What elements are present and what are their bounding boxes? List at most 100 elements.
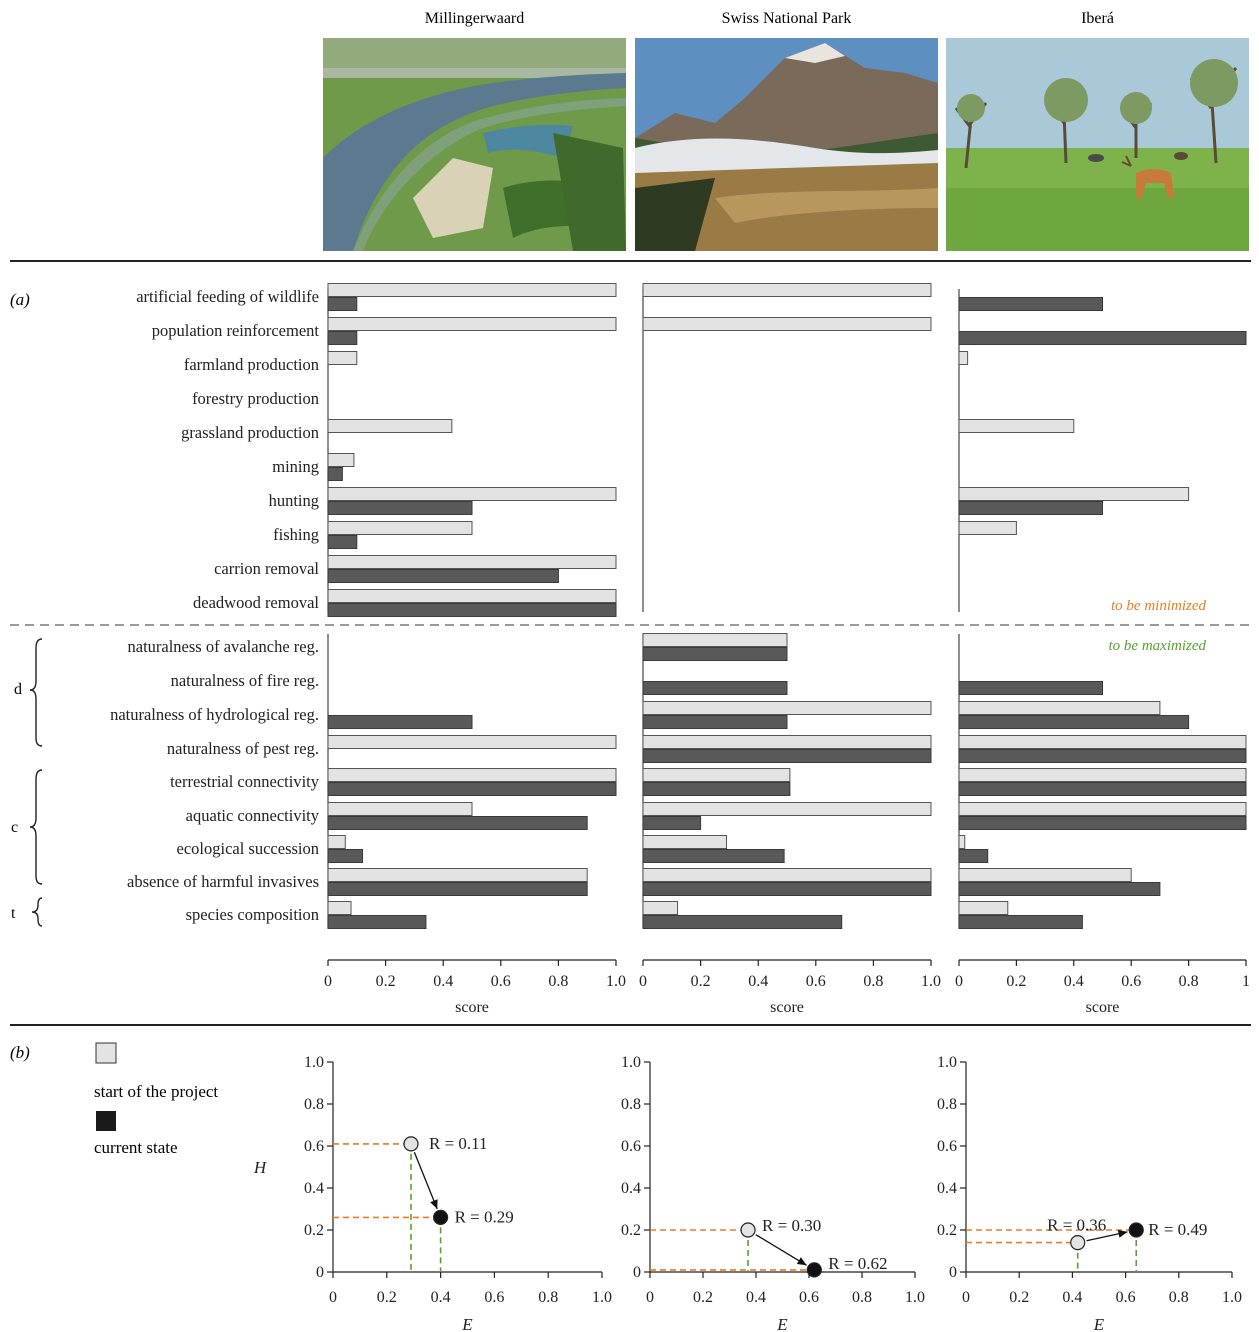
start-bar — [958, 735, 1247, 749]
category-label: farmland production — [184, 355, 319, 374]
bar-chart-3: 0 0.2 0.4 0.6 0.8 1 score — [955, 289, 1250, 1016]
arrow-head — [430, 1199, 438, 1210]
r-value-label: R = 0.11 — [429, 1134, 488, 1153]
site-title-ibera: Iberá — [1081, 10, 1114, 27]
y-tick-label: 0.2 — [304, 1222, 324, 1239]
start-bar — [642, 633, 788, 647]
y-tick-label: 0.6 — [937, 1138, 957, 1155]
current-point — [433, 1209, 449, 1226]
current-bar — [642, 681, 788, 695]
y-tick-label: 1.0 — [937, 1054, 957, 1071]
start-bar — [327, 589, 617, 603]
current-bar — [327, 603, 617, 617]
current-bar — [958, 849, 989, 863]
category-label: forestry production — [192, 389, 319, 408]
x-tick-label: 0 — [329, 1289, 337, 1306]
river-floodplain-aerial-photo — [323, 38, 626, 251]
x-tick-label: 0.4 — [433, 973, 453, 990]
current-bar — [327, 569, 559, 583]
savanna-with-deer-photo — [946, 38, 1249, 251]
start-bar — [642, 802, 932, 816]
category-label: absence of harmful invasives — [127, 872, 319, 891]
category-label: mining — [272, 457, 319, 476]
current-bar — [958, 816, 1247, 830]
category-label: deadwood removal — [193, 593, 319, 612]
start-bar — [327, 317, 617, 331]
x-tick-label: 1.0 — [921, 973, 941, 990]
current-bar — [958, 681, 1103, 695]
x-tick-label: 0.2 — [1006, 973, 1026, 990]
y-tick-label: 0.2 — [621, 1222, 641, 1239]
x-tick-label: 0.6 — [491, 973, 511, 990]
x-tick-label: 0 — [639, 973, 647, 990]
r-value-label: R = 0.49 — [1148, 1220, 1207, 1239]
x-tick-label: 0 — [324, 973, 332, 990]
category-label: population reinforcement — [152, 321, 320, 340]
scatter-chart-3: 0 0.2 0.4 0.6 0.8 1.0 0 0.2 0.4 0.6 0.8 1.0 E R = 0.3… — [937, 1054, 1242, 1332]
start-bar — [958, 351, 969, 365]
x-tick-label: 0.6 — [484, 1289, 504, 1306]
start-bar — [327, 283, 617, 297]
start-bar — [327, 835, 346, 849]
legend-current-swatch — [96, 1111, 116, 1131]
start-point — [403, 1136, 419, 1152]
x-tick-label: 0.2 — [377, 1289, 397, 1306]
start-bar — [642, 835, 728, 849]
category-label: ecological succession — [177, 839, 320, 858]
start-bar — [642, 283, 932, 297]
current-bar — [327, 467, 343, 481]
current-point — [806, 1262, 822, 1278]
y-tick-label: 0.4 — [937, 1180, 957, 1197]
category-label: species composition — [186, 905, 319, 924]
x-tick-label: 1.0 — [606, 973, 626, 990]
current-point — [1128, 1222, 1144, 1238]
progress-arrow — [755, 1234, 807, 1266]
bar-chart-2: 0 0.2 0.4 0.6 0.8 1.0 score — [639, 283, 941, 1016]
y-tick-label: 0.4 — [304, 1180, 324, 1197]
x-tick-label: 0.4 — [1062, 1289, 1082, 1306]
r-value-label: R = 0.36 — [1047, 1216, 1106, 1235]
current-bar — [327, 297, 358, 311]
y-tick-label: 0.8 — [937, 1096, 957, 1113]
start-bar — [642, 701, 932, 715]
current-bar — [327, 849, 364, 863]
x-axis-title: score — [455, 999, 489, 1016]
x-tick-label: 0.4 — [746, 1289, 766, 1306]
y-tick-label: 1.0 — [621, 1054, 641, 1071]
x-axis-title: E — [1093, 1315, 1105, 1332]
legend-start-label: start of the project — [94, 1082, 218, 1101]
start-bar — [958, 802, 1247, 816]
x-tick-label: 0.6 — [1116, 1289, 1136, 1306]
current-bar — [327, 501, 473, 515]
scatter-chart-2: 0 0.2 0.4 0.6 0.8 1.0 0 0.2 0.4 0.6 0.8 1.0 E R = 0.3… — [621, 1054, 925, 1332]
current-bar — [642, 715, 788, 729]
x-tick-label: 1.0 — [1222, 1289, 1242, 1306]
y-tick-label: 0 — [316, 1264, 324, 1281]
x-tick-label: 0.6 — [806, 973, 826, 990]
group-brace-c — [29, 769, 43, 885]
x-tick-label: 0.8 — [548, 973, 568, 990]
current-bar — [642, 647, 788, 661]
current-bar — [958, 749, 1247, 763]
current-bar — [958, 501, 1103, 515]
y-tick-label: 0 — [949, 1264, 957, 1281]
y-tick-label: 0 — [633, 1264, 641, 1281]
start-point — [1070, 1234, 1086, 1251]
current-bar — [958, 297, 1103, 311]
start-bar — [327, 768, 617, 782]
x-tick-label: 0.2 — [1009, 1289, 1029, 1306]
group-label-c: c — [11, 819, 18, 836]
r-value-label: R = 0.30 — [762, 1216, 821, 1235]
panel-b-label: (b) — [10, 1043, 30, 1062]
start-bar — [327, 802, 473, 816]
x-tick-label: 0.8 — [863, 973, 883, 990]
site-title-millingerwaard: Millingerwaard — [424, 10, 525, 27]
group-brace-d — [29, 638, 43, 747]
start-bar — [327, 419, 453, 433]
start-bar — [327, 868, 588, 882]
x-tick-label: 0.8 — [538, 1289, 558, 1306]
to-be-minimized-note: to be minimized — [1111, 598, 1206, 614]
site-title-swiss-national-park: Swiss National Park — [721, 10, 852, 27]
start-bar — [958, 768, 1247, 782]
